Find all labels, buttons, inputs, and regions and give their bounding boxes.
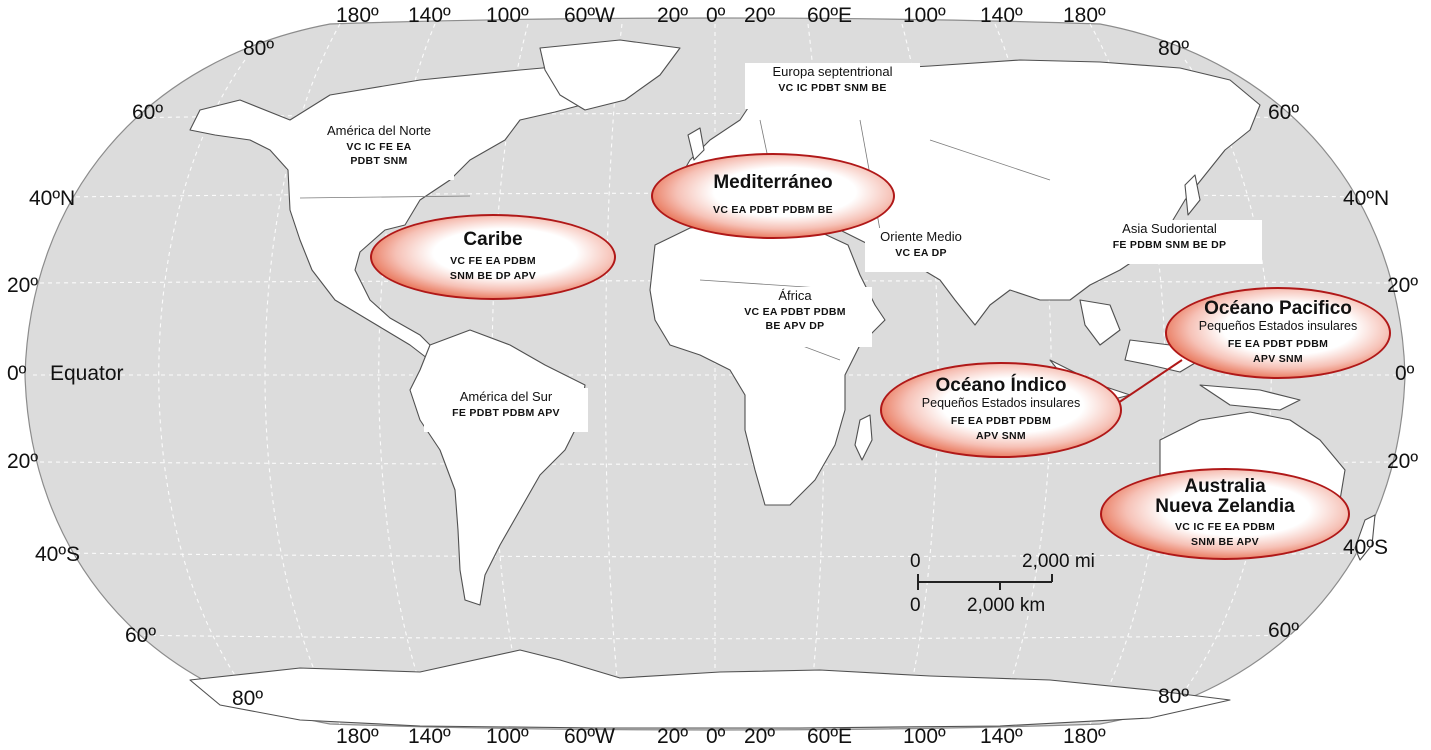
lat-label-right: 60º [1268,619,1300,642]
hotspot-title: Océano Pacifico [1204,297,1352,319]
hotspot-title: Mediterráneo [713,172,833,194]
lon-label-bottom: 180º [1063,725,1106,748]
greenland-land [539,39,681,111]
hotspot-title: Caribe [463,228,523,250]
hotspot-codes: SNM BE APV [1191,536,1259,549]
hotspot-title: Nueva Zelandia [1155,496,1295,518]
scale-bottom-value: 2,000 km [967,595,1046,616]
lon-label-top: 20º [744,4,776,27]
region-europa-septentrional: Europa septentrional VC IC PDBT SNM BE [745,63,920,109]
hotspot-australia-nueva-zelandia: Australia Nueva Zelandia VC IC FE EA PDB… [1100,468,1350,560]
lon-label-top: 100º [486,4,529,27]
madagascar-land [854,414,873,461]
lat-label-right: 40ºS [1343,536,1389,559]
lat-label-left: 60º [132,101,164,124]
region-title: Asia Sudoriental [1122,221,1217,236]
lon-label-top: 180º [336,4,379,27]
lat-label-left: 20º [7,450,39,473]
hotspot-oceano-pacifico: Océano Pacifico Pequeños Estados insular… [1165,287,1391,379]
lat-label-left: 80º [232,687,264,710]
uk-land [687,127,705,161]
hotspot-subtitle: Pequeños Estados insulares [921,395,1081,410]
region-title: Oriente Medio [880,229,962,244]
lon-label-bottom: 100º [903,725,946,748]
japan-land [1184,174,1201,216]
lon-label-top: 180º [1063,4,1106,27]
southeast-asia-islands-land [1049,299,1301,411]
lat-label-right: 80º [1158,37,1190,60]
hotspot-codes: VC FE EA PDBM [450,254,536,267]
lon-label-bottom: 0º [706,725,726,748]
region-title: Europa septentrional [772,64,893,79]
scale-bar-line [917,574,1053,590]
lon-label-top: 100º [903,4,946,27]
lat-label-left: 0º [7,362,27,385]
lat-label-right: 0º [1395,362,1415,385]
region-codes: BE APV DP [765,319,825,332]
lon-label-bottom: 20º [744,725,776,748]
lon-label-bottom: 60ºW [564,725,615,748]
new-zealand-land [1354,514,1376,561]
scale-top-value: 2,000 mi [1022,551,1095,572]
hotspot-mediterraneo: Mediterráneo VC EA PDBT PDBM BE [651,153,895,239]
region-title: América del Norte [326,123,432,138]
lon-label-top: 0º [706,4,726,27]
hotspot-codes: APV SNM [976,430,1026,443]
region-america-del-sur: América del Sur FE PDBT PDBM APV [424,388,588,432]
region-codes: PDBT SNM [350,154,408,167]
hotspot-codes: APV SNM [1253,353,1303,366]
scale-bottom-zero: 0 [910,595,921,616]
lat-label-left: 20º [7,274,39,297]
region-title: África [778,288,812,303]
region-title: América del Sur [459,389,553,404]
hotspot-codes: VC EA PDBT PDBM BE [713,204,833,217]
lon-label-bottom: 180º [336,725,379,748]
region-codes: FE PDBM SNM BE DP [1112,238,1227,251]
lon-label-top: 140º [980,4,1023,27]
lat-label-left: 80º [243,37,275,60]
lon-label-top: 60ºW [564,4,615,27]
lat-label-left: 40ºS [35,543,81,566]
lon-label-bottom: 140º [408,725,451,748]
region-oriente-medio: Oriente Medio VC EA DP [865,228,977,272]
lon-label-bottom: 20º [657,725,689,748]
pacific-connector-line [1114,359,1183,406]
hotspot-subtitle: Pequeños Estados insulares [1198,318,1358,333]
region-codes: FE PDBT PDBM APV [452,406,560,419]
lon-label-bottom: 60ºE [807,725,853,748]
region-america-del-norte: América del Norte VC IC FE EA PDBT SNM [304,122,454,180]
hotspot-codes: FE EA PDBT PDBM [1227,337,1329,350]
equator-label: Equator [50,362,124,385]
lon-label-top: 60ºE [807,4,853,27]
lat-label-right: 60º [1268,101,1300,124]
region-africa: África VC EA PDBT PDBM BE APV DP [718,287,872,347]
lat-label-right: 20º [1387,450,1419,473]
lon-label-bottom: 100º [486,725,529,748]
region-codes: VC EA PDBT PDBM [744,305,846,318]
hotspot-codes: SNM BE DP APV [449,269,537,282]
lat-label-left: 60º [125,624,157,647]
scale-top-zero: 0 [910,551,921,572]
region-asia-sudoriental: Asia Sudoriental FE PDBM SNM BE DP [1077,220,1262,264]
lat-label-right: 40ºN [1343,187,1390,210]
antarctica-land [189,649,1231,729]
hotspot-title: Océano Índico [935,374,1067,396]
region-codes: VC IC FE EA [346,140,412,153]
lon-label-bottom: 140º [980,725,1023,748]
lat-label-left: 40ºN [29,187,76,210]
lat-label-right: 20º [1387,274,1419,297]
lon-label-top: 20º [657,4,689,27]
region-codes: VC EA DP [895,246,947,259]
hotspot-codes: FE EA PDBT PDBM [950,414,1052,427]
hotspot-oceano-indico: Océano Índico Pequeños Estados insulares… [880,362,1122,458]
hotspot-caribe: Caribe VC FE EA PDBM SNM BE DP APV [370,214,616,300]
region-codes: VC IC PDBT SNM BE [778,81,887,94]
hotspot-title: Australia [1184,476,1266,498]
lon-label-top: 140º [408,4,451,27]
lat-label-right: 80º [1158,685,1190,708]
hotspot-codes: VC IC FE EA PDBM [1174,521,1276,534]
